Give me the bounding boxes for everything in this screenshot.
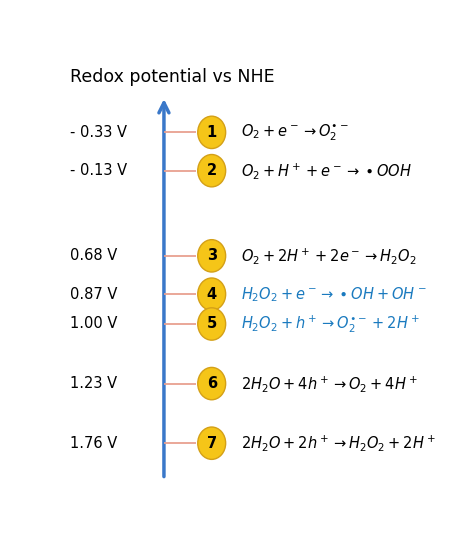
Text: $H_2O_2 + e^- \rightarrow \bullet OH + OH^-$: $H_2O_2 + e^- \rightarrow \bullet OH + O… <box>241 285 427 304</box>
Ellipse shape <box>198 308 226 340</box>
Text: 1.76 V: 1.76 V <box>70 436 118 451</box>
Text: 6: 6 <box>207 376 217 391</box>
Text: $H_2O_2 + h^+ \rightarrow O_2^{\bullet-} + 2H^+$: $H_2O_2 + h^+ \rightarrow O_2^{\bullet-}… <box>241 313 420 335</box>
Text: 7: 7 <box>207 436 217 451</box>
Ellipse shape <box>198 154 226 187</box>
Text: 1.23 V: 1.23 V <box>70 376 118 391</box>
Ellipse shape <box>198 427 226 460</box>
Text: $2H_2O + 2h^+ \rightarrow H_2O_2 + 2H^+$: $2H_2O + 2h^+ \rightarrow H_2O_2 + 2H^+$ <box>241 433 436 453</box>
Text: 1: 1 <box>207 125 217 140</box>
Text: $2H_2O + 4h^+ \rightarrow O_2 + 4H^+$: $2H_2O + 4h^+ \rightarrow O_2 + 4H^+$ <box>241 374 418 394</box>
Text: - 0.33 V: - 0.33 V <box>70 125 128 140</box>
Text: 0.87 V: 0.87 V <box>70 286 118 302</box>
Text: 3: 3 <box>207 248 217 263</box>
Text: Redox potential vs NHE: Redox potential vs NHE <box>70 67 275 86</box>
Text: 4: 4 <box>207 286 217 302</box>
Text: - 0.13 V: - 0.13 V <box>70 163 128 178</box>
Ellipse shape <box>198 367 226 400</box>
Ellipse shape <box>198 116 226 149</box>
Text: 1.00 V: 1.00 V <box>70 316 118 331</box>
Ellipse shape <box>198 278 226 310</box>
Ellipse shape <box>198 239 226 272</box>
Text: 5: 5 <box>207 316 217 331</box>
Text: 2: 2 <box>207 163 217 178</box>
Text: 0.68 V: 0.68 V <box>70 248 118 263</box>
Text: $O_2 + H^+ + e^- \rightarrow \bullet OOH$: $O_2 + H^+ + e^- \rightarrow \bullet OOH… <box>241 161 412 181</box>
Text: $O_2 + 2H^+ + 2e^- \rightarrow H_2O_2$: $O_2 + 2H^+ + 2e^- \rightarrow H_2O_2$ <box>241 246 417 266</box>
Text: $O_2 + e^- \rightarrow O_2^{\bullet-}$: $O_2 + e^- \rightarrow O_2^{\bullet-}$ <box>241 122 349 143</box>
